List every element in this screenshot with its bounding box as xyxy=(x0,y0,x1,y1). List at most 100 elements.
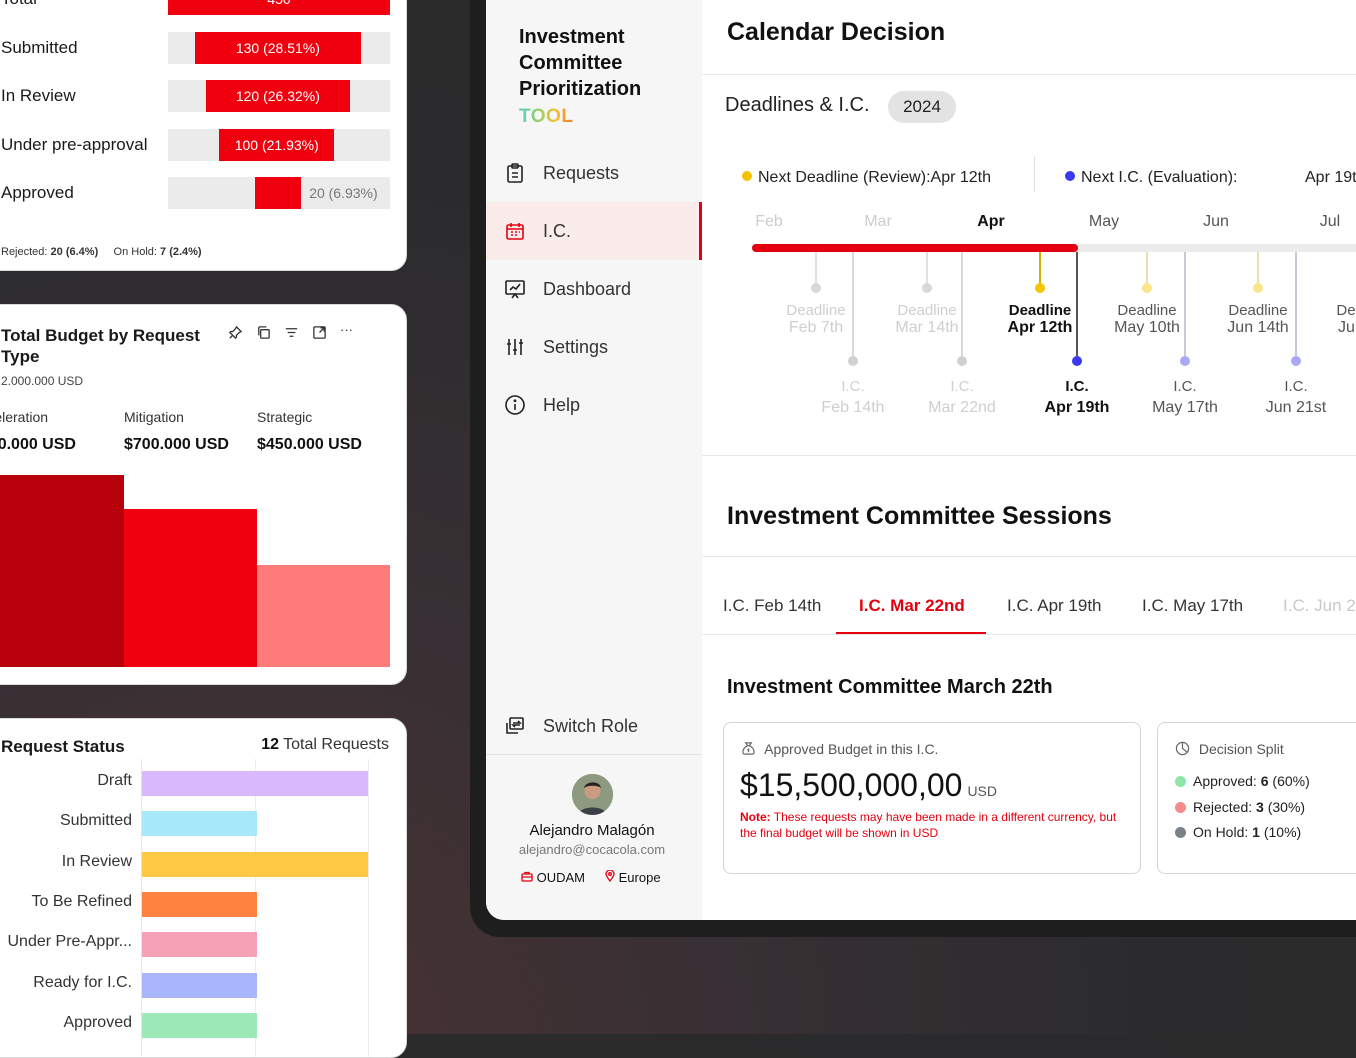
funnel-row-track: 120 (26.32%) xyxy=(168,80,390,113)
deadline-label[interactable]: Deadline Mar 14th xyxy=(895,302,958,336)
timeline-month[interactable]: Jul xyxy=(1319,213,1341,230)
org-label: OUDAM xyxy=(536,870,586,885)
status-card: Request Status 12 Total Requests Draft Su… xyxy=(0,718,407,1058)
status-bar-label: Under Pre-Appr... xyxy=(7,933,133,951)
status-bar[interactable] xyxy=(142,1012,257,1038)
tab-session[interactable]: I.C. Feb 14th xyxy=(723,596,822,615)
sidebar-item-requests[interactable]: Requests xyxy=(486,144,702,202)
more-icon[interactable]: ··· xyxy=(340,322,353,337)
status-bar[interactable] xyxy=(142,811,257,837)
switch-role-button[interactable]: Switch Role xyxy=(486,697,702,755)
next-deadline-value: Apr 12th xyxy=(930,169,991,186)
decision-split-card: Decision Split Approved: 6 (60%) Rejected… xyxy=(1157,722,1356,874)
funnel-row-bar xyxy=(254,177,302,210)
budget-bar[interactable] xyxy=(257,565,390,667)
onhold-label: On Hold: xyxy=(113,246,157,258)
funnel-row-value: 450 xyxy=(168,0,390,15)
session-section-title: Investment Committee March 22th xyxy=(727,676,1053,698)
funnel-row-track: 100 (21.93%) xyxy=(168,128,390,161)
funnel-row-bar xyxy=(194,31,362,64)
deadline-label[interactable]: Deadline May 10th xyxy=(1114,302,1180,336)
status-bar[interactable] xyxy=(142,891,257,917)
currency-note: Note: These requests may have been made … xyxy=(740,809,1130,841)
ic-dot xyxy=(848,356,858,366)
ic-label[interactable]: I.C. Mar 22nd xyxy=(928,378,996,416)
sidebar-item-label: Dashboard xyxy=(543,279,632,299)
sidebar-item-settings[interactable]: Settings xyxy=(486,318,702,376)
rejected-label: Rejected: xyxy=(1,246,48,258)
status-bar-label: Draft xyxy=(97,772,132,789)
profile-email: alejandro@cocacola.com xyxy=(518,842,666,857)
ic-kind: I.C. xyxy=(1284,378,1308,395)
tab-session[interactable]: I.C. Jun 21st xyxy=(1283,596,1356,615)
header-divider xyxy=(702,74,1356,75)
status-bar[interactable] xyxy=(142,851,368,877)
funnel-row-value: 20 (6.93%) xyxy=(309,185,378,202)
budget-bar[interactable] xyxy=(0,475,124,667)
budget-category-label: Mitigation xyxy=(124,409,184,425)
info-icon xyxy=(504,394,526,416)
timeline-month[interactable]: Mar xyxy=(864,213,892,230)
next-deadline-label: Next Deadline (Review): xyxy=(758,169,931,186)
next-ic-dot xyxy=(1065,171,1075,181)
brand-tool: TOOL xyxy=(519,106,573,128)
year-selector[interactable]: 2024 xyxy=(888,91,956,123)
deadline-label[interactable]: DeadlineJul 12th xyxy=(1336,302,1356,336)
status-bar-label: Approved xyxy=(63,1013,133,1031)
funnel-row-bar xyxy=(219,128,335,161)
pin-icon[interactable] xyxy=(228,325,243,340)
split-count: 3 xyxy=(1256,798,1264,815)
ic-label[interactable]: I.C. May 17th xyxy=(1152,378,1218,416)
status-gridline xyxy=(368,759,369,1057)
deadline-date: Apr 12th xyxy=(1007,319,1073,336)
sidebar-divider xyxy=(486,754,702,755)
ic-connector xyxy=(1184,252,1186,356)
deadline-connector xyxy=(1039,252,1041,287)
decision-split-header: Decision Split xyxy=(1175,741,1284,757)
deadline-dot xyxy=(922,283,932,293)
timeline-month[interactable]: May xyxy=(1088,213,1120,230)
budget-card: Total Budget by Request Type 2.000.000 U… xyxy=(0,304,407,685)
sidebar-item-help[interactable]: Help xyxy=(486,376,702,434)
ic-label[interactable]: I.C. Apr 19th xyxy=(1045,378,1110,416)
divider xyxy=(1034,156,1035,192)
ic-dot xyxy=(1291,356,1301,366)
approved-budget-amount: $15,500,000,00 USD xyxy=(740,767,997,804)
split-label: Approved: xyxy=(1193,773,1257,789)
budget-category: Acceleration $850.000 USD xyxy=(0,409,76,454)
status-bar[interactable] xyxy=(142,972,257,998)
timeline-month[interactable]: Apr xyxy=(977,213,1005,230)
deadline-kind: Deadline xyxy=(1008,302,1072,319)
split-pct: (10%) xyxy=(1263,824,1302,840)
avatar[interactable] xyxy=(572,774,613,815)
tab-session[interactable]: I.C. Apr 19th xyxy=(1007,596,1102,615)
deadline-dot xyxy=(1142,283,1152,293)
timeline-month[interactable]: Feb xyxy=(755,213,783,230)
ic-label[interactable]: I.C. Feb 14th xyxy=(821,378,884,416)
tab-session[interactable]: I.C. May 17th xyxy=(1142,596,1244,615)
timeline-month[interactable]: Jun xyxy=(1203,213,1229,230)
filter-icon[interactable] xyxy=(284,325,299,340)
sidebar-item-dashboard[interactable]: Dashboard xyxy=(486,260,702,318)
app-screen: Investment Committee Prioritization TOOL… xyxy=(486,0,1356,920)
expand-icon[interactable] xyxy=(312,325,327,340)
deadline-label[interactable]: Deadline Jun 14th xyxy=(1227,302,1288,336)
ic-label[interactable]: I.C. Jun 21st xyxy=(1266,378,1326,416)
budget-bar[interactable] xyxy=(124,508,257,667)
deadline-label[interactable]: Deadline Apr 12th xyxy=(1008,302,1073,336)
presentation-icon xyxy=(504,278,526,300)
ic-kind: I.C. xyxy=(1173,378,1197,395)
budget-category-amount: $450.000 USD xyxy=(257,436,362,453)
decision-split-row: Approved: 6 (60%) xyxy=(1175,773,1310,789)
copy-icon[interactable] xyxy=(256,325,271,340)
tab-session[interactable]: I.C. Mar 22nd xyxy=(859,596,965,615)
status-bar[interactable] xyxy=(142,771,368,796)
deadline-kind: Deadline xyxy=(1336,302,1356,319)
deadline-label[interactable]: Deadline Feb 7th xyxy=(786,302,845,336)
ic-date: Feb 14th xyxy=(821,399,885,416)
approved-budget-card: Approved Budget in this I.C. $15,500,000… xyxy=(723,722,1141,874)
split-count: 1 xyxy=(1252,824,1260,840)
sidebar-item-ic[interactable]: I.C. xyxy=(486,202,702,260)
status-bar[interactable] xyxy=(142,932,257,958)
brand-line: Investment xyxy=(519,26,625,48)
